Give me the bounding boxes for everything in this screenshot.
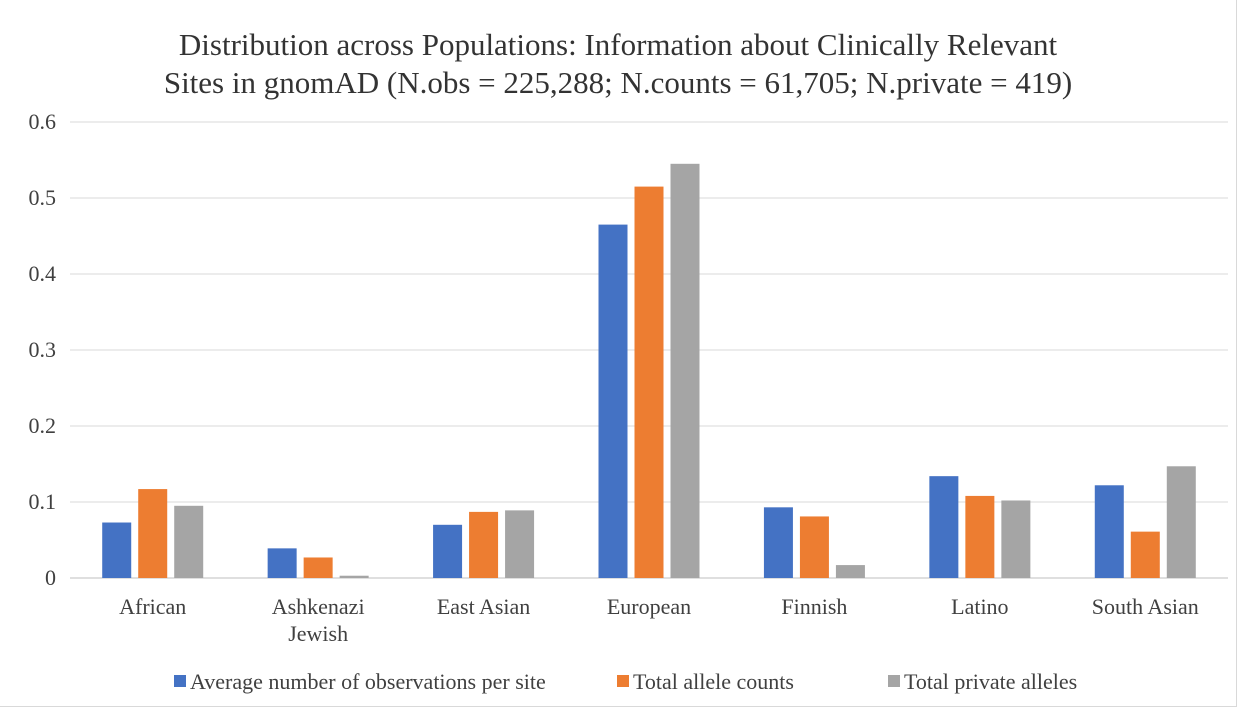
x-tick-label: Latino [951,594,1008,619]
bar [929,476,959,578]
bar [267,548,297,578]
bar [799,516,829,578]
y-tick-label: 0.5 [29,185,57,210]
x-tick-label: Jewish [288,621,348,646]
bars [102,163,1196,579]
x-tick-label: East Asian [437,594,531,619]
legend-swatch [174,675,186,687]
x-tick-label: European [607,594,691,619]
bar [634,186,664,578]
y-tick-label: 0.3 [29,337,57,362]
bar [138,489,168,578]
bar [303,557,333,578]
bar [1001,500,1031,578]
bar [102,522,132,578]
bar [469,511,499,578]
bar [1166,466,1196,578]
bar [835,565,865,578]
legend: Average number of observations per site T… [174,669,1077,694]
bar [1094,485,1124,578]
legend-label: Total private alleles [904,669,1077,694]
x-tick-label: Ashkenazi [272,594,365,619]
x-tick-label: Finnish [781,594,847,619]
chart-title-line: Sites in gnomAD (N.obs = 225,288; N.coun… [164,65,1072,100]
bar [433,524,463,578]
bar [670,163,700,579]
y-tick-label: 0.4 [29,261,57,286]
x-tick-label: African [119,594,186,619]
bar [505,510,535,578]
y-tick-label: 0 [45,565,56,590]
bar [763,507,793,578]
y-tick-label: 0.2 [29,413,57,438]
legend-swatch [617,675,629,687]
legend-swatch [888,675,900,687]
y-tick-label: 0.1 [29,489,57,514]
legend-label: Average number of observations per site [190,669,546,694]
chart-title: Distribution across Populations: Informa… [164,27,1072,100]
y-axis-ticks: 0 0.1 0.2 0.3 0.4 0.5 0.6 [29,109,57,590]
chart-title-line: Distribution across Populations: Informa… [179,27,1058,62]
bar [174,505,204,578]
y-tick-label: 0.6 [29,109,57,134]
legend-label: Total allele counts [633,669,794,694]
x-tick-label: South Asian [1092,594,1199,619]
bar [965,495,995,578]
bar [339,575,369,578]
bar [1130,531,1160,578]
bar [598,224,628,578]
